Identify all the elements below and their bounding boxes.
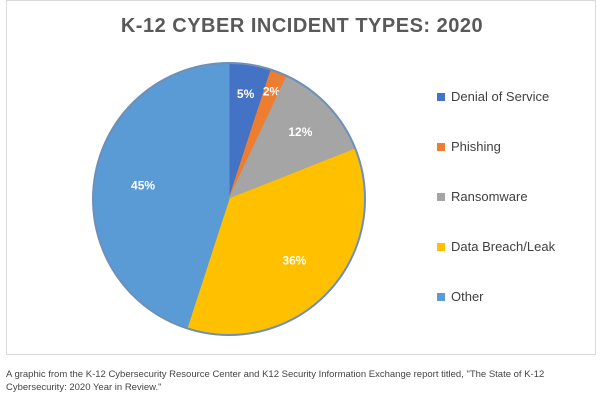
legend-swatch: [437, 92, 445, 101]
legend-swatch: [437, 292, 445, 301]
slice-data-label: 45%: [131, 178, 155, 192]
legend-label: Data Breach/Leak: [451, 239, 556, 254]
legend-item: Phishing: [437, 139, 501, 154]
legend-item: Denial of Service: [437, 89, 549, 104]
legend-swatch: [437, 142, 445, 151]
chart-frame: K-12 CYBER INCIDENT TYPES: 2020 5% 2% 12% 3…: [6, 0, 596, 355]
legend-swatch: [437, 192, 445, 201]
legend-item: Other: [437, 289, 484, 304]
pie-outline: [92, 62, 366, 336]
legend-item: Data Breach/Leak: [437, 239, 555, 254]
slice-data-label: 5%: [237, 87, 255, 101]
legend-swatch: [437, 242, 445, 251]
legend-label: Ransomware: [451, 189, 528, 204]
slice-data-label: 36%: [282, 253, 306, 267]
legend-label: Phishing: [451, 139, 501, 154]
pie-chart: 5% 2% 12% 36% 45%: [92, 62, 366, 336]
legend-label: Denial of Service: [451, 89, 550, 104]
legend-item: Ransomware: [437, 189, 528, 204]
slice-data-label: 2%: [263, 85, 281, 99]
chart-title: K-12 CYBER INCIDENT TYPES: 2020: [120, 15, 484, 37]
image-caption: A graphic from the K-12 Cybersecurity Re…: [6, 369, 545, 393]
legend-label: Other: [451, 289, 484, 304]
slice-data-label: 12%: [288, 125, 312, 139]
